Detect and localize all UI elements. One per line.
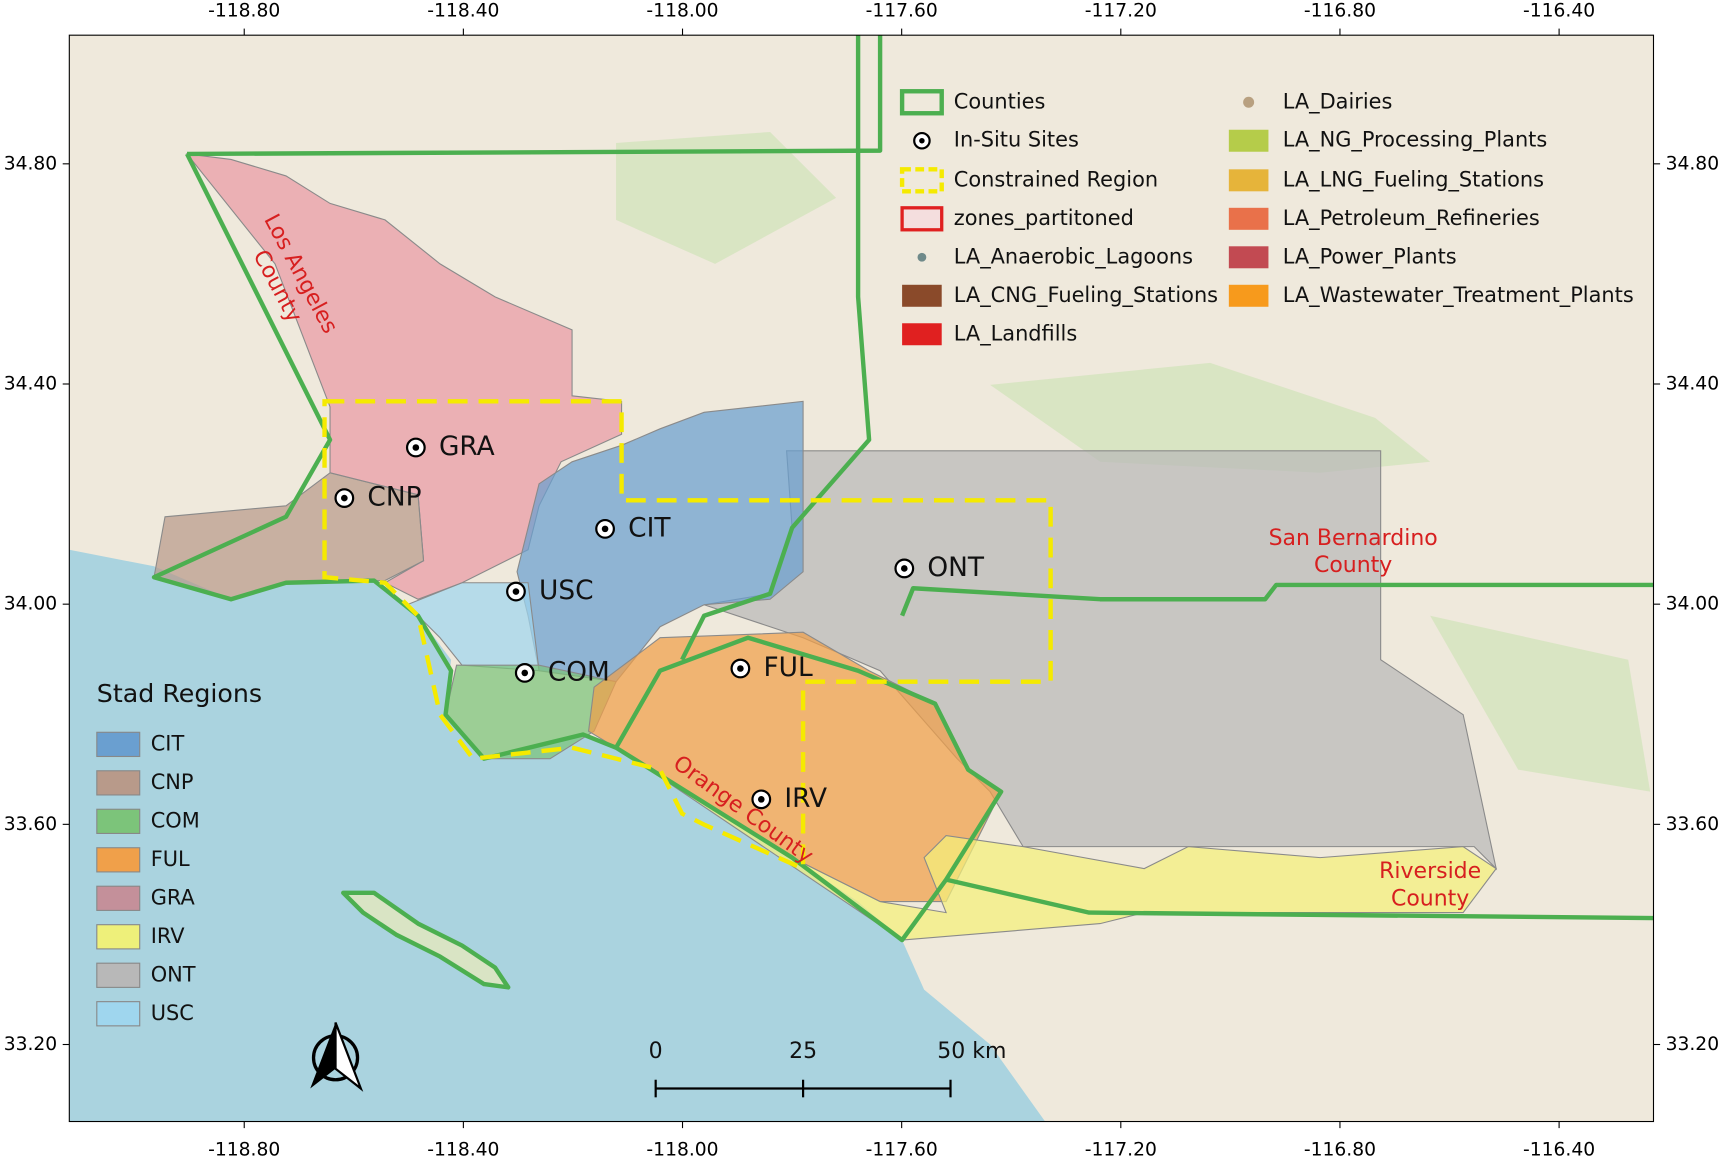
legend-label: LA_NG_Processing_Plants xyxy=(1283,128,1548,152)
constrained-region xyxy=(322,399,1053,873)
site-marker-dot xyxy=(412,444,420,451)
site-label: USC xyxy=(539,576,593,606)
site-marker-dot xyxy=(512,588,520,595)
lon-tick-label: -116.40 xyxy=(1523,1140,1595,1160)
lon-tick-label: -118.40 xyxy=(427,0,499,21)
lat-tick-label: 33.20 xyxy=(1666,1034,1720,1055)
county-boundaries xyxy=(151,35,1654,990)
lat-tick-label: 34.40 xyxy=(4,374,58,395)
lon-tick-label: -116.80 xyxy=(1304,1140,1376,1160)
legend-label: LA_Petroleum_Refineries xyxy=(1283,206,1540,230)
lon-tick-label: -116.80 xyxy=(1304,0,1376,21)
scale-label: 25 xyxy=(789,1039,817,1064)
scale-label: 50 km xyxy=(937,1039,1006,1064)
stad-legend-label: IRV xyxy=(151,924,186,948)
site-label: COM xyxy=(548,657,610,687)
lat-tick-label: 34.00 xyxy=(1666,594,1720,615)
site-label: ONT xyxy=(927,553,985,583)
legend-label: Constrained Region xyxy=(954,167,1158,191)
lon-tick-label: -117.20 xyxy=(1085,1140,1157,1160)
stad-legend-label: CIT xyxy=(151,731,185,755)
county-label: Riverside xyxy=(1379,859,1481,884)
stad-legend-label: CNP xyxy=(151,770,194,794)
lon-tick-label: -118.00 xyxy=(646,1140,718,1160)
site-marker-dot xyxy=(521,669,529,677)
legend-symbols xyxy=(899,89,1269,346)
site-marker-dot xyxy=(341,494,348,502)
lat-tick-label: 34.00 xyxy=(4,594,58,615)
legend-label: Counties xyxy=(954,89,1046,113)
site-marker-dot xyxy=(601,525,609,533)
stad-legend-label: GRA xyxy=(151,885,196,909)
stad-legend-label: COM xyxy=(151,808,200,832)
legend-label: LA_Anaerobic_Lagoons xyxy=(954,244,1193,268)
lat-tick-label: 34.40 xyxy=(1666,374,1720,395)
legend-label: LA_Dairies xyxy=(1283,89,1393,113)
lon-tick-label: -117.20 xyxy=(1085,0,1157,21)
stad-legend-title: Stad Regions xyxy=(97,679,262,708)
site-marker-dot xyxy=(737,665,744,672)
lat-tick-label: 33.60 xyxy=(4,814,58,835)
lon-tick-label: -116.40 xyxy=(1523,0,1595,21)
map-frame xyxy=(68,34,1655,1123)
site-label: GRA xyxy=(439,432,495,462)
legend-label: LA_LNG_Fueling_Stations xyxy=(1283,167,1544,191)
scale-label: 0 xyxy=(649,1039,663,1064)
county-label: County xyxy=(1391,886,1469,911)
lat-tick-label: 33.20 xyxy=(4,1034,58,1055)
site-label: CNP xyxy=(367,483,421,513)
site-label: CIT xyxy=(628,513,671,543)
lon-tick-label: -117.60 xyxy=(866,0,938,21)
lon-tick-label: -118.00 xyxy=(646,0,718,21)
legend-label: LA_Wastewater_Treatment_Plants xyxy=(1283,283,1634,307)
county-label: County xyxy=(1314,553,1392,578)
lon-tick-label: -117.60 xyxy=(866,1140,938,1160)
county-label: San Bernardino xyxy=(1269,526,1438,551)
stad-legend-label: USC xyxy=(151,1001,194,1025)
lon-tick-label: -118.80 xyxy=(208,0,280,21)
stad-legend-label: FUL xyxy=(151,847,190,871)
stad-regions xyxy=(153,153,1498,941)
site-label: FUL xyxy=(763,653,812,683)
site-marker-dot xyxy=(901,565,908,572)
lon-tick-label: -118.80 xyxy=(208,1140,280,1160)
legend-label: LA_CNG_Fueling_Stations xyxy=(954,283,1218,307)
lat-tick-label: 34.80 xyxy=(1666,153,1720,174)
legend-label: In-Situ Sites xyxy=(954,128,1079,152)
terrain xyxy=(616,131,1651,792)
scale-bar xyxy=(654,1079,952,1098)
lon-tick-label: -118.40 xyxy=(427,1140,499,1160)
site-marker-dot xyxy=(757,796,765,803)
legend-label: LA_Landfills xyxy=(954,321,1077,345)
lat-tick-label: 33.60 xyxy=(1666,814,1720,835)
stad-legend-label: ONT xyxy=(151,962,196,986)
legend-label: zones_partitoned xyxy=(954,206,1134,230)
stad-legend-swatches xyxy=(96,731,141,1027)
ocean xyxy=(69,549,1046,1122)
legend-label: LA_Power_Plants xyxy=(1283,244,1457,268)
site-label: IRV xyxy=(784,784,827,814)
lat-tick-label: 34.80 xyxy=(4,153,58,174)
